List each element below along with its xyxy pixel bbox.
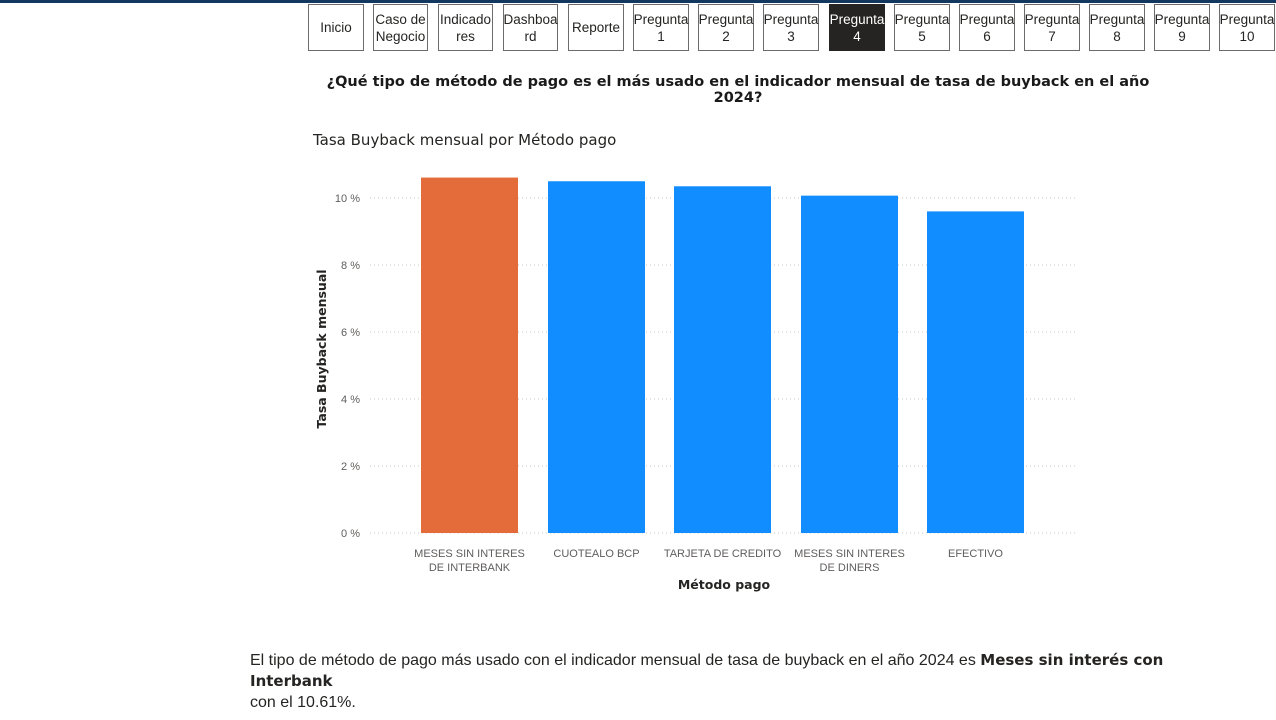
y-tick-label: 2 % xyxy=(341,461,360,473)
bar-chart: 0 % 2 % 4 % 6 % 8 % 10 % MESES SIN INTERES DE I… xyxy=(314,177,1076,592)
x-tick-label: MESES SIN INTERES DE INTERBANK xyxy=(414,548,525,574)
question-text: ¿Qué tipo de método de pago es el más us… xyxy=(326,74,1150,106)
nav-button-10[interactable]: Pregunta 5 xyxy=(894,4,950,51)
nav-button-7[interactable]: Pregunta 2 xyxy=(698,4,754,51)
x-axis-title: Método pago xyxy=(678,577,771,592)
nav-button-6[interactable]: Pregunta 1 xyxy=(633,4,689,51)
answer-highlight: Meses sin interés con Interbank xyxy=(250,651,1164,690)
nav-button-1[interactable]: Inicio xyxy=(308,4,364,51)
nav-button-8[interactable]: Pregunta 3 xyxy=(763,4,819,51)
y-tick-label: 6 % xyxy=(341,327,360,339)
bar xyxy=(674,186,771,533)
top-accent-bar xyxy=(0,0,1276,3)
answer-prefix: El tipo de método de pago más usado con … xyxy=(250,652,981,669)
nav-button-11[interactable]: Pregunta 6 xyxy=(959,4,1015,51)
nav-button-14[interactable]: Pregunta 9 xyxy=(1154,4,1210,51)
answer-suffix: con el 10.61%. xyxy=(250,694,356,711)
bar xyxy=(548,181,645,533)
x-tick-label: MESES SIN INTERES DE DINERS xyxy=(794,548,905,574)
y-tick-label: 10 % xyxy=(335,193,360,205)
bar xyxy=(927,211,1024,533)
x-tick-label: TARJETA DE CREDITO xyxy=(664,548,782,560)
nav-button-15[interactable]: Pregunta 10 xyxy=(1219,4,1275,51)
x-tick-label: EFECTIVO xyxy=(948,548,1003,560)
nav-button-9[interactable]: Pregunta 4 xyxy=(829,4,885,51)
y-axis-title: Tasa Buyback mensual xyxy=(314,269,329,428)
y-tick-label: 0 % xyxy=(341,528,360,540)
y-tick-label: 4 % xyxy=(341,394,360,406)
nav-button-13[interactable]: Pregunta 8 xyxy=(1089,4,1145,51)
nav-button-4[interactable]: Dashboa rd xyxy=(503,4,558,51)
x-tick-label: CUOTEALO BCP xyxy=(553,548,639,560)
answer-text: El tipo de método de pago más usado con … xyxy=(250,650,1240,713)
bar xyxy=(421,177,518,533)
nav-button-12[interactable]: Pregunta 7 xyxy=(1024,4,1080,51)
nav-button-2[interactable]: Caso de Negocio xyxy=(373,4,428,51)
bar xyxy=(801,195,898,533)
nav-button-5[interactable]: Reporte xyxy=(568,4,624,51)
y-tick-label: 8 % xyxy=(341,260,360,272)
nav-button-3[interactable]: Indicado res xyxy=(438,4,493,51)
chart-title: Tasa Buyback mensual por Método pago xyxy=(313,131,617,149)
